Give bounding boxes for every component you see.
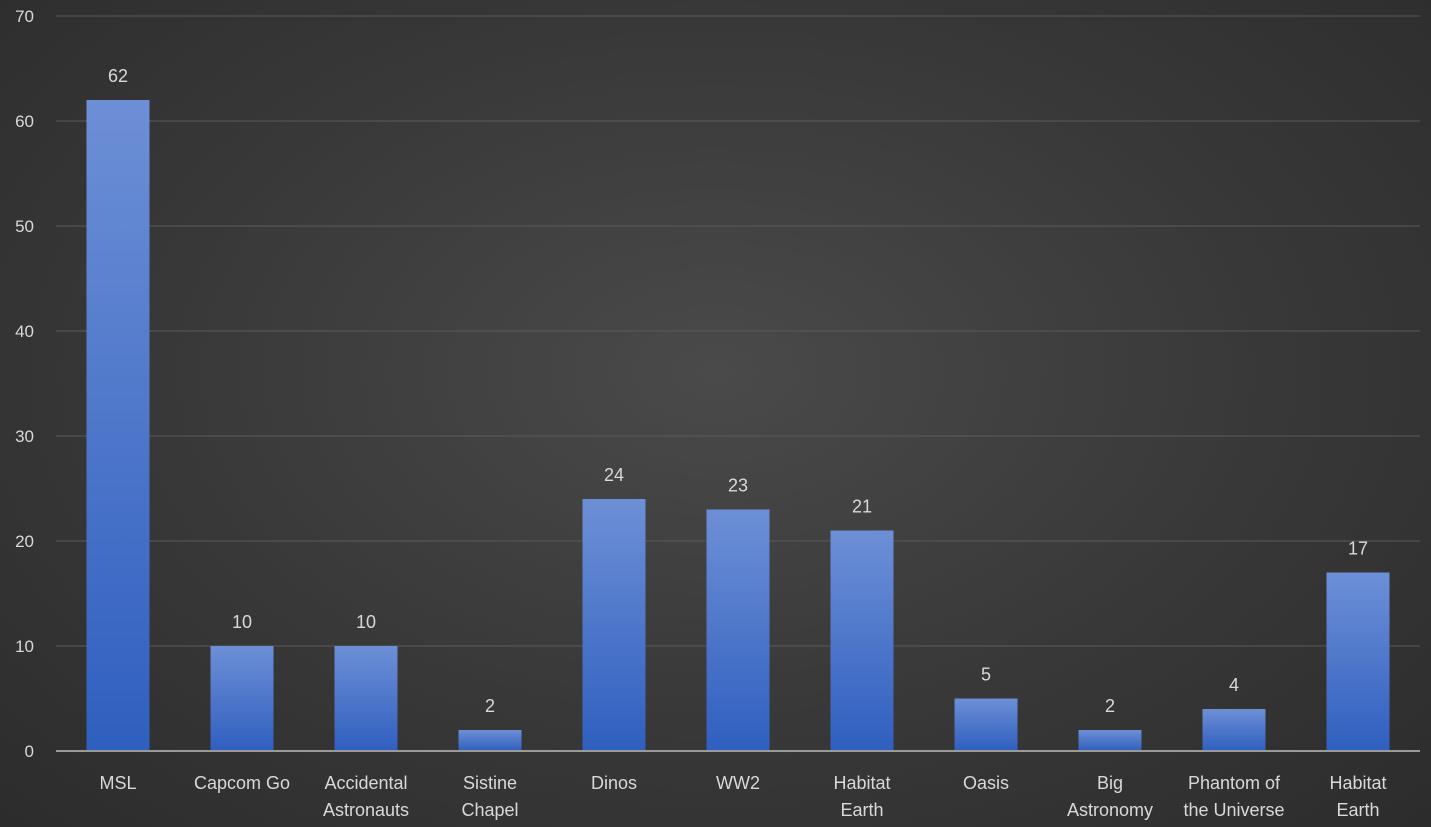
data-label: 4 <box>1229 675 1239 695</box>
bar <box>458 730 522 751</box>
data-label: 5 <box>981 665 991 685</box>
category-label: Earth <box>1336 800 1379 820</box>
category-label: Capcom Go <box>194 773 290 793</box>
y-tick-label: 40 <box>15 322 34 341</box>
bar <box>210 646 274 751</box>
data-label: 10 <box>232 612 252 632</box>
data-label: 24 <box>604 465 624 485</box>
data-label: 21 <box>852 497 872 517</box>
bar <box>1078 730 1142 751</box>
category-label: Sistine <box>463 773 517 793</box>
y-tick-label: 10 <box>15 637 34 656</box>
data-label: 2 <box>485 696 495 716</box>
bar <box>706 509 770 751</box>
bar <box>954 698 1018 751</box>
gridlines <box>56 15 1420 647</box>
y-tick-label: 50 <box>15 217 34 236</box>
category-label: Phantom of <box>1188 773 1281 793</box>
y-tick-label: 60 <box>15 112 34 131</box>
category-label: Big <box>1097 773 1123 793</box>
category-label: Habitat <box>1329 773 1386 793</box>
category-labels: MSL Capcom Go Accidental Astronauts Sistine C… <box>99 773 1386 820</box>
bar <box>1326 572 1390 751</box>
category-label: Astronauts <box>323 800 409 820</box>
category-label: Dinos <box>591 773 637 793</box>
data-label: 17 <box>1348 539 1368 559</box>
bar <box>830 530 894 751</box>
y-tick-label: 30 <box>15 427 34 446</box>
category-label: WW2 <box>716 773 760 793</box>
category-label: Oasis <box>963 773 1009 793</box>
data-label: 62 <box>108 66 128 86</box>
category-label: Earth <box>840 800 883 820</box>
category-label: the Universe <box>1183 800 1284 820</box>
category-label: Chapel <box>461 800 518 820</box>
category-label: Habitat <box>833 773 890 793</box>
category-label: Accidental <box>324 773 407 793</box>
data-label: 2 <box>1105 696 1115 716</box>
bar <box>582 499 646 751</box>
y-tick-label: 0 <box>25 742 34 761</box>
bars <box>86 100 1390 751</box>
bar <box>86 100 150 751</box>
bar <box>1202 709 1266 751</box>
data-label: 10 <box>356 612 376 632</box>
data-label: 23 <box>728 476 748 496</box>
y-tick-label: 70 <box>15 7 34 26</box>
category-label: MSL <box>99 773 136 793</box>
bar <box>334 646 398 751</box>
y-tick-label: 20 <box>15 532 34 551</box>
category-label: Astronomy <box>1067 800 1153 820</box>
y-axis-tick-labels: 0 10 20 30 40 50 60 70 <box>15 7 34 761</box>
